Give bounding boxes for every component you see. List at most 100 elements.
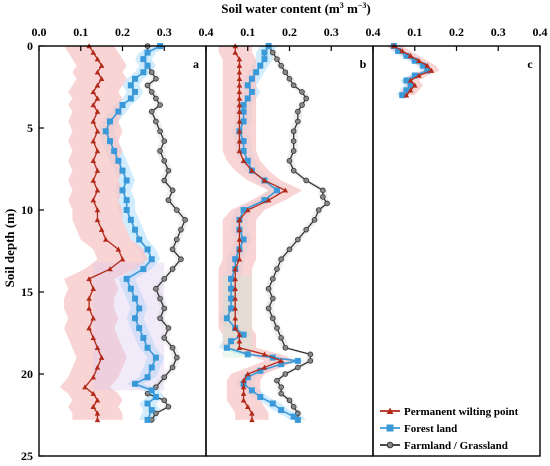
- panel-b-wilting-point-24: [236, 246, 243, 252]
- panel-b-forest-point-9: [240, 102, 247, 109]
- x-tick-label: 0.1: [73, 25, 88, 39]
- panel-b-wilting-point-10: [236, 108, 243, 114]
- panel-a-forest-point-22: [132, 226, 139, 233]
- panel-a-forest-point-14: [111, 147, 118, 154]
- panel-a-farm-point-29: [157, 295, 163, 302]
- legend-forest-marker: [386, 424, 394, 432]
- panel-a-forest-point-27: [123, 275, 130, 282]
- panel-b-wilting-point-13: [236, 138, 243, 144]
- x-tick-label: 0.4: [199, 25, 214, 39]
- panel-b-wilting-point-32: [232, 325, 239, 331]
- panel-a-wilting-point-22: [98, 226, 105, 232]
- panel-a-wilting-point-20: [94, 207, 101, 213]
- panel-a-farm-point-26: [169, 266, 176, 272]
- panel-a-wilting-point-12: [94, 128, 101, 134]
- x-tick-label: 0.3: [157, 25, 172, 39]
- y-tick-label: 5: [27, 121, 33, 135]
- panel-a-forest-point-4: [140, 69, 147, 76]
- panel-b-wilting-point-21: [236, 217, 243, 223]
- panel-b-farm-point-26: [278, 256, 284, 263]
- panel-a-wilting-point-15: [90, 158, 97, 164]
- panel-b-forest-point-38: [294, 357, 301, 364]
- x-axis-title: Soil water content (m3 m−3): [221, 1, 371, 16]
- x-tick-label: 0.2: [282, 25, 297, 39]
- panel-a-farm-point-23: [173, 236, 180, 243]
- x-tick-label: 0.1: [240, 25, 255, 39]
- panel-b-wilting-point-31: [232, 315, 239, 321]
- panel-a-farm-point-21: [182, 217, 188, 223]
- panel-b-farm-point-4: [282, 69, 289, 76]
- panel-b-forest-point-10: [240, 108, 247, 115]
- panel-a-wilting-point-19: [90, 197, 97, 203]
- panel-a-farm-point-35: [173, 354, 180, 361]
- panel-a-wilting-point-14: [94, 148, 101, 154]
- panel-a-wilting-point-39: [90, 390, 97, 396]
- panel-b-farm-point-16: [290, 167, 297, 174]
- panel-c-forest-point-6: [411, 72, 418, 79]
- panel-b-farm-point-14: [290, 148, 297, 154]
- panel-a-forest-point-24: [144, 246, 151, 253]
- panel-b-wilting-point-38: [261, 364, 268, 370]
- panel-b-wilting-point-30: [232, 305, 239, 311]
- panel-b-farm-point-34: [278, 335, 284, 341]
- panel-a-forest-point-23: [136, 236, 143, 243]
- panel-a-forest-point-21: [127, 216, 134, 223]
- panel-b-forest-point-20: [240, 207, 247, 213]
- panel-c-wilting-point-7: [407, 77, 414, 83]
- legend-wilting-marker: [386, 407, 394, 414]
- panel-c-wilting-point-9: [407, 87, 414, 93]
- panel-a-forest-point-28: [127, 285, 134, 292]
- panel-b-forest-point-46: [278, 407, 285, 414]
- x-axis-title-end: ): [366, 1, 370, 16]
- panel-a-wilting-point-21: [94, 217, 101, 223]
- panel-a-forest-point-33: [140, 334, 147, 341]
- panel-b-forest-point-33: [240, 331, 247, 338]
- panel-a-farm-point-5: [153, 76, 159, 82]
- panel-b-forest-point-34: [228, 338, 235, 345]
- legend-forest-label: Forest land: [404, 423, 457, 435]
- panel-a-wilting-point-31: [90, 315, 97, 321]
- panel-b-farm-point-40: [274, 377, 280, 384]
- panel-b-wilting-point-19: [265, 197, 272, 203]
- y-axis-title: Soil depth (m): [2, 209, 17, 288]
- panel-a-forest-point-18: [119, 187, 126, 194]
- panel-a-wilting-point-28: [90, 285, 97, 291]
- panel-a-wilting-point-41: [90, 404, 97, 410]
- panel-a-farm-point-7: [148, 89, 155, 95]
- panel-a-forest-point-13: [106, 138, 113, 145]
- panel-c-wilting-point-3: [416, 57, 422, 63]
- panel-a-forest-point-26: [140, 266, 147, 273]
- panel-a-farm-point-19: [165, 197, 172, 203]
- panel-b-wilting-point-37: [278, 358, 284, 364]
- panel-a-wilting-point-35: [98, 354, 105, 360]
- panel-a-wilting-point-9: [90, 102, 97, 108]
- panel-a-farm-point-27: [161, 276, 168, 282]
- legend-farm-label: Farmland / Grassland: [404, 440, 508, 452]
- panel-a-wilting-point-42: [94, 410, 101, 416]
- panel-c-forest-point-4: [420, 62, 427, 69]
- x-tick-label: 0.4: [366, 25, 381, 39]
- panel-a-wilting-point-7: [90, 89, 97, 95]
- panel-b-wilting-point-25: [236, 256, 243, 262]
- panel-a-forest-point-32: [136, 325, 143, 332]
- panel-c-forest-point-7: [403, 77, 410, 84]
- panel-b-farm-point-42: [278, 390, 284, 397]
- panel-a-wilting-point-13: [90, 138, 97, 144]
- panel-a-wilting-point-6: [94, 82, 101, 88]
- panel-b-forest-point-23: [240, 236, 247, 243]
- panel-a-farm-point-4: [148, 69, 155, 76]
- panel-c-forest-point-10: [399, 92, 406, 99]
- panel-b-farm-point-39: [282, 371, 289, 377]
- legend-wilting-label: Permanent wilting point: [404, 406, 519, 418]
- panel-b-wilting-point-6: [236, 82, 243, 88]
- panel-a-forest-point-15: [115, 157, 122, 164]
- panel-a-forest-point-36: [148, 364, 155, 371]
- panel-b-label: b: [360, 57, 367, 71]
- panel-c-wilting-point-4: [424, 62, 431, 68]
- panel-a-wilting-point-16: [94, 167, 101, 173]
- panel-a-wilting-point-34: [94, 344, 101, 350]
- panel-b-farm-point-27: [274, 266, 280, 272]
- panel-a-wilting-point-33: [90, 335, 97, 341]
- panel-c-wilting-point-8: [411, 82, 418, 88]
- panel-a-forest-point-9: [119, 102, 126, 109]
